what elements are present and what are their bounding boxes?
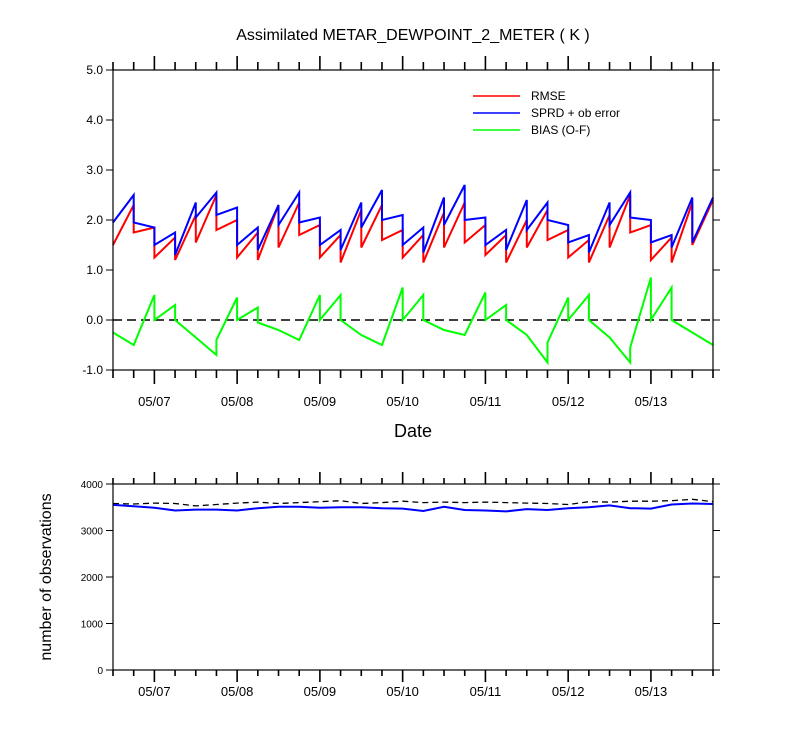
y-tick-label: 4.0 [86, 113, 103, 127]
y-tick-label: 5.0 [86, 63, 103, 77]
x-tick-label: 05/08 [221, 394, 254, 409]
bottom-ticks [106, 472, 720, 682]
x-tick-label: 05/12 [552, 684, 585, 699]
y-tick-label: 2.0 [86, 213, 103, 227]
chart-title: Assimilated METAR_DEWPOINT_2_METER ( K ) [236, 27, 590, 44]
bottom-y-tick-labels: 0 1000 2000 3000 4000 [81, 480, 104, 677]
legend: RMSE SPRD + ob error BIAS (O-F) [473, 89, 620, 137]
top-plot-area [112, 184, 714, 366]
x-tick-label: 05/09 [304, 684, 337, 699]
bottom-plot-area [112, 498, 714, 513]
x-tick-label: 05/12 [552, 394, 585, 409]
legend-label-rmse: RMSE [531, 89, 566, 103]
y-tick-label: 0.0 [86, 313, 103, 327]
bottom-x-tick-labels: 05/07 05/08 05/09 05/10 05/11 05/12 05/13 [138, 684, 667, 699]
bottom-plot-frame [112, 483, 714, 671]
x-tick-label: 05/07 [138, 394, 171, 409]
series-line-sprd-ob-error [112, 184, 714, 256]
x-tick-label: 05/08 [221, 684, 254, 699]
x-tick-label: 05/11 [470, 394, 502, 409]
top-ticks [106, 56, 720, 384]
x-tick-label: 05/13 [635, 394, 668, 409]
x-tick-label: 05/09 [304, 394, 337, 409]
series-line-observations-assimilated [112, 502, 714, 513]
top-plot-frame [112, 69, 714, 371]
y-tick-label: 4000 [81, 480, 104, 491]
x-tick-label: 05/13 [635, 684, 668, 699]
x-tick-label: 05/10 [386, 684, 419, 699]
y-tick-label: 2000 [81, 573, 104, 584]
y-tick-label: 3.0 [86, 163, 103, 177]
x-tick-label: 05/10 [386, 394, 419, 409]
top-x-tick-labels: 05/07 05/08 05/09 05/10 05/11 05/12 05/13 [138, 394, 667, 409]
series-line-observations-possible [112, 498, 714, 507]
y-tick-label: 1000 [81, 620, 104, 631]
legend-label-bias: BIAS (O-F) [531, 123, 590, 137]
y-tick-label: -1.0 [82, 363, 103, 377]
x-tick-label: 05/11 [470, 684, 502, 699]
y-tick-label: 1.0 [86, 263, 103, 277]
y-tick-label: 0 [97, 666, 103, 677]
y-tick-label: 3000 [81, 527, 104, 538]
series-line-bias-o-f [112, 277, 714, 366]
x-tick-label: 05/07 [138, 684, 171, 699]
x-axis-label: Date [394, 421, 432, 441]
y-axis-label-observations: number of observations [38, 493, 55, 660]
top-y-tick-labels: -1.0 0.0 1.0 2.0 3.0 4.0 5.0 [82, 63, 103, 377]
legend-label-sprd: SPRD + ob error [531, 106, 620, 120]
